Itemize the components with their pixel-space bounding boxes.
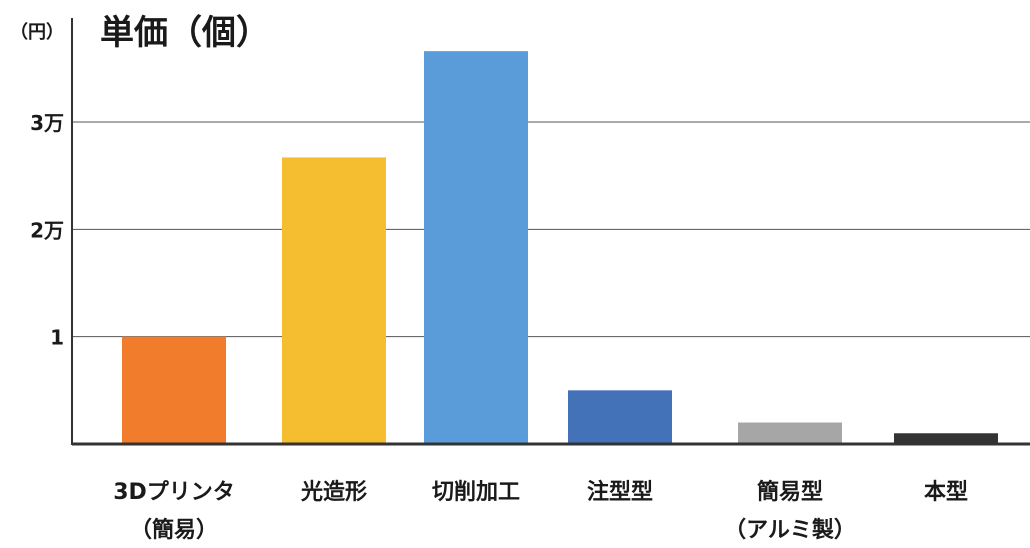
y-tick-label: 1	[50, 326, 64, 350]
y-tick-labels: 1 2万 3万	[30, 111, 64, 350]
y-tick-label: 2万	[30, 218, 64, 242]
grid-lines	[72, 121, 1030, 338]
bars	[122, 51, 998, 445]
category-label: 切削加工	[432, 480, 520, 505]
bar	[738, 422, 842, 444]
category-label: （アルミ製）	[724, 517, 856, 543]
category-label: 光造形	[300, 480, 367, 505]
category-labels: 3Dプリンタ （簡易） 光造形 切削加工 注型型 簡易型 （アルミ製） 本型	[113, 479, 968, 543]
category-label: 本型	[924, 480, 968, 505]
category-label: （簡易）	[130, 517, 218, 543]
category-label: 注型型	[587, 479, 653, 505]
bar	[282, 157, 386, 445]
bar	[122, 336, 226, 444]
category-label: 3Dプリンタ	[113, 480, 235, 505]
y-unit-label: （円）	[10, 22, 64, 43]
bar	[894, 433, 998, 444]
bar	[424, 51, 528, 444]
category-label: 簡易型	[757, 479, 823, 505]
y-tick-label: 3万	[30, 111, 64, 135]
chart-title: 単価（個）	[100, 13, 270, 53]
bar	[568, 390, 672, 444]
